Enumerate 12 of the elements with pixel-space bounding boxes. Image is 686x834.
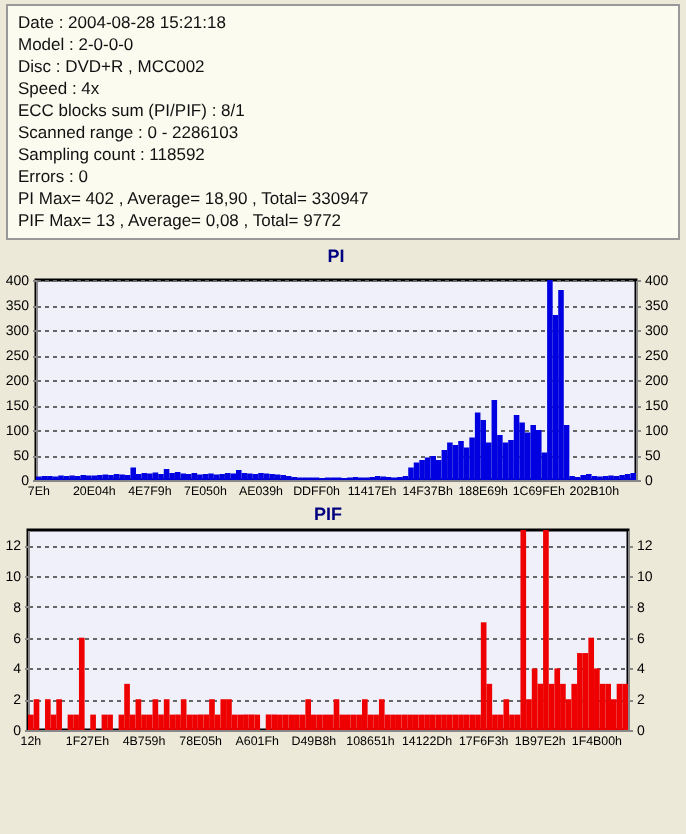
text: PIF Max= 13 , Average= 0,08 , Total= 9772 xyxy=(18,210,344,232)
text: PI Max= 402 , Average= 18,90 , Total= 330947 xyxy=(18,188,371,210)
text: Date : 2004-08-28 15:21:18 xyxy=(18,12,228,34)
text: ECC blocks sum (PI/PIF) : 8/1 xyxy=(18,100,247,122)
chart-title: PI xyxy=(327,246,345,266)
text: Sampling count : 118592 xyxy=(18,144,207,166)
chart-title: PIF xyxy=(313,504,343,524)
text: Scanned range : 0 - 2286103 xyxy=(18,122,241,144)
text: Model : 2-0-0-0 xyxy=(18,34,136,56)
text: Disc : DVD+R , MCC002 xyxy=(18,56,207,78)
text: Errors : 0 xyxy=(18,166,90,188)
text: Speed : 4x xyxy=(18,78,102,100)
